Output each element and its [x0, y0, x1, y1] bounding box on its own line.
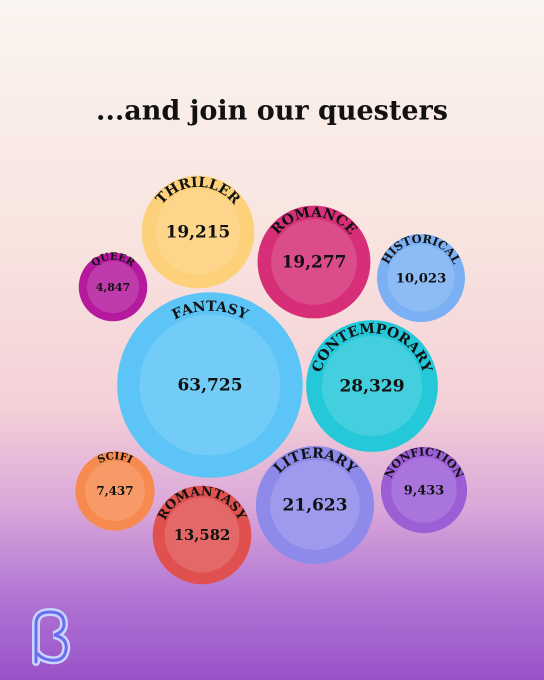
category-label: QUEER — [90, 252, 137, 270]
bubble-inner — [321, 335, 423, 437]
bubble-inner — [270, 460, 360, 550]
bubble-inner — [84, 460, 146, 522]
value-label: 10,023 — [396, 272, 447, 287]
bubble — [380, 446, 468, 534]
bubble — [152, 485, 252, 585]
value-label: 7,437 — [96, 484, 133, 498]
bubble — [117, 292, 303, 478]
bubble-inner — [387, 244, 455, 312]
value-label: 28,329 — [339, 377, 404, 397]
bubble-inner — [164, 497, 240, 573]
bubble — [306, 320, 438, 452]
bubble — [257, 205, 371, 319]
bubble — [78, 252, 148, 322]
bubble — [75, 451, 155, 531]
value-label: 19,277 — [282, 252, 347, 272]
bubble — [255, 445, 375, 565]
value-label: 9,433 — [404, 484, 444, 499]
value-label: 13,582 — [174, 527, 231, 544]
bubble-group: SCIFI 7,437 — [75, 450, 155, 531]
bubble-group: QUEER 4,847 — [78, 252, 148, 322]
category-label: SCIFI — [96, 450, 135, 466]
chart-title: ...and join our questers — [96, 96, 448, 127]
bubble — [376, 233, 466, 323]
value-label: 19,215 — [166, 222, 231, 242]
bubble-label: SCIFI — [96, 450, 135, 466]
bubble-inner — [155, 189, 241, 275]
value-label: 63,725 — [177, 376, 242, 396]
bubble-inner — [391, 457, 457, 523]
bubble-inner — [271, 219, 357, 305]
bubble-label: QUEER — [90, 252, 137, 270]
bubble-inner — [86, 260, 140, 314]
bubble-inner — [139, 314, 281, 456]
bubble — [141, 175, 255, 289]
logo — [32, 607, 71, 666]
value-label: 4,847 — [96, 281, 130, 294]
value-label: 21,623 — [282, 496, 347, 516]
